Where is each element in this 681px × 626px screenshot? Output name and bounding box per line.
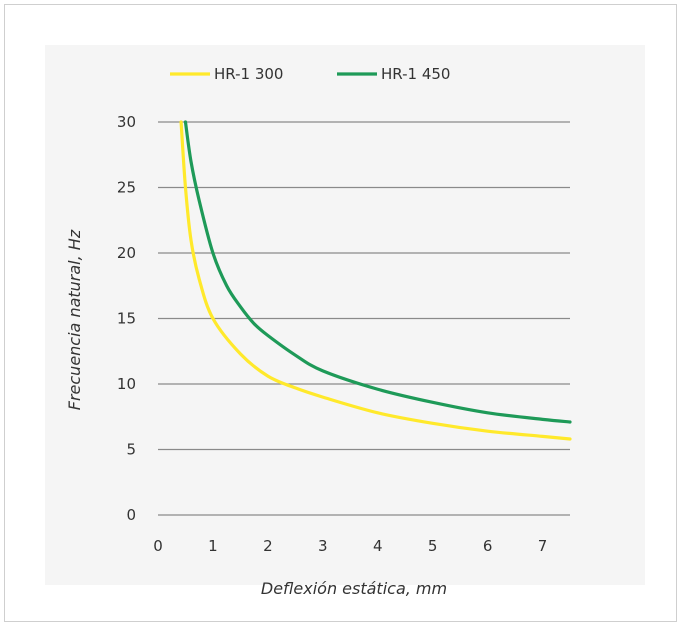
y-axis-title: Frecuencia natural, Hz bbox=[65, 229, 84, 410]
chart-panel bbox=[45, 45, 645, 585]
y-tick-label: 15 bbox=[117, 310, 136, 328]
figure-frame bbox=[4, 4, 677, 622]
series-line-2 bbox=[183, 120, 572, 424]
legend-label-2: HR-1 450 bbox=[381, 65, 450, 83]
y-tick-label: 5 bbox=[126, 441, 136, 459]
x-tick-label: 3 bbox=[318, 537, 328, 555]
y-tick-label: 25 bbox=[117, 179, 136, 197]
y-tick-label: 10 bbox=[117, 375, 136, 393]
y-tick-label: 30 bbox=[117, 113, 136, 131]
x-tick-labels: 0 1 2 3 4 5 6 7 bbox=[153, 537, 547, 555]
x-tick-label: 5 bbox=[428, 537, 438, 555]
x-tick-label: 0 bbox=[153, 537, 163, 555]
x-tick-label: 7 bbox=[538, 537, 548, 555]
legend: HR-1 300 HR-1 450 bbox=[170, 65, 450, 83]
y-tick-label: 20 bbox=[117, 244, 136, 262]
x-tick-label: 4 bbox=[373, 537, 383, 555]
x-tick-label: 2 bbox=[263, 537, 273, 555]
series-line-1 bbox=[179, 120, 572, 441]
y-tick-labels: 0 5 10 15 20 25 30 bbox=[117, 113, 136, 524]
grid-lines bbox=[158, 121, 570, 516]
y-tick-label: 0 bbox=[126, 506, 136, 524]
x-tick-label: 6 bbox=[483, 537, 493, 555]
legend-label-1: HR-1 300 bbox=[214, 65, 283, 83]
series-lines bbox=[179, 120, 572, 441]
x-tick-label: 1 bbox=[208, 537, 218, 555]
x-axis-title: Deflexión estática, mm bbox=[261, 579, 447, 598]
